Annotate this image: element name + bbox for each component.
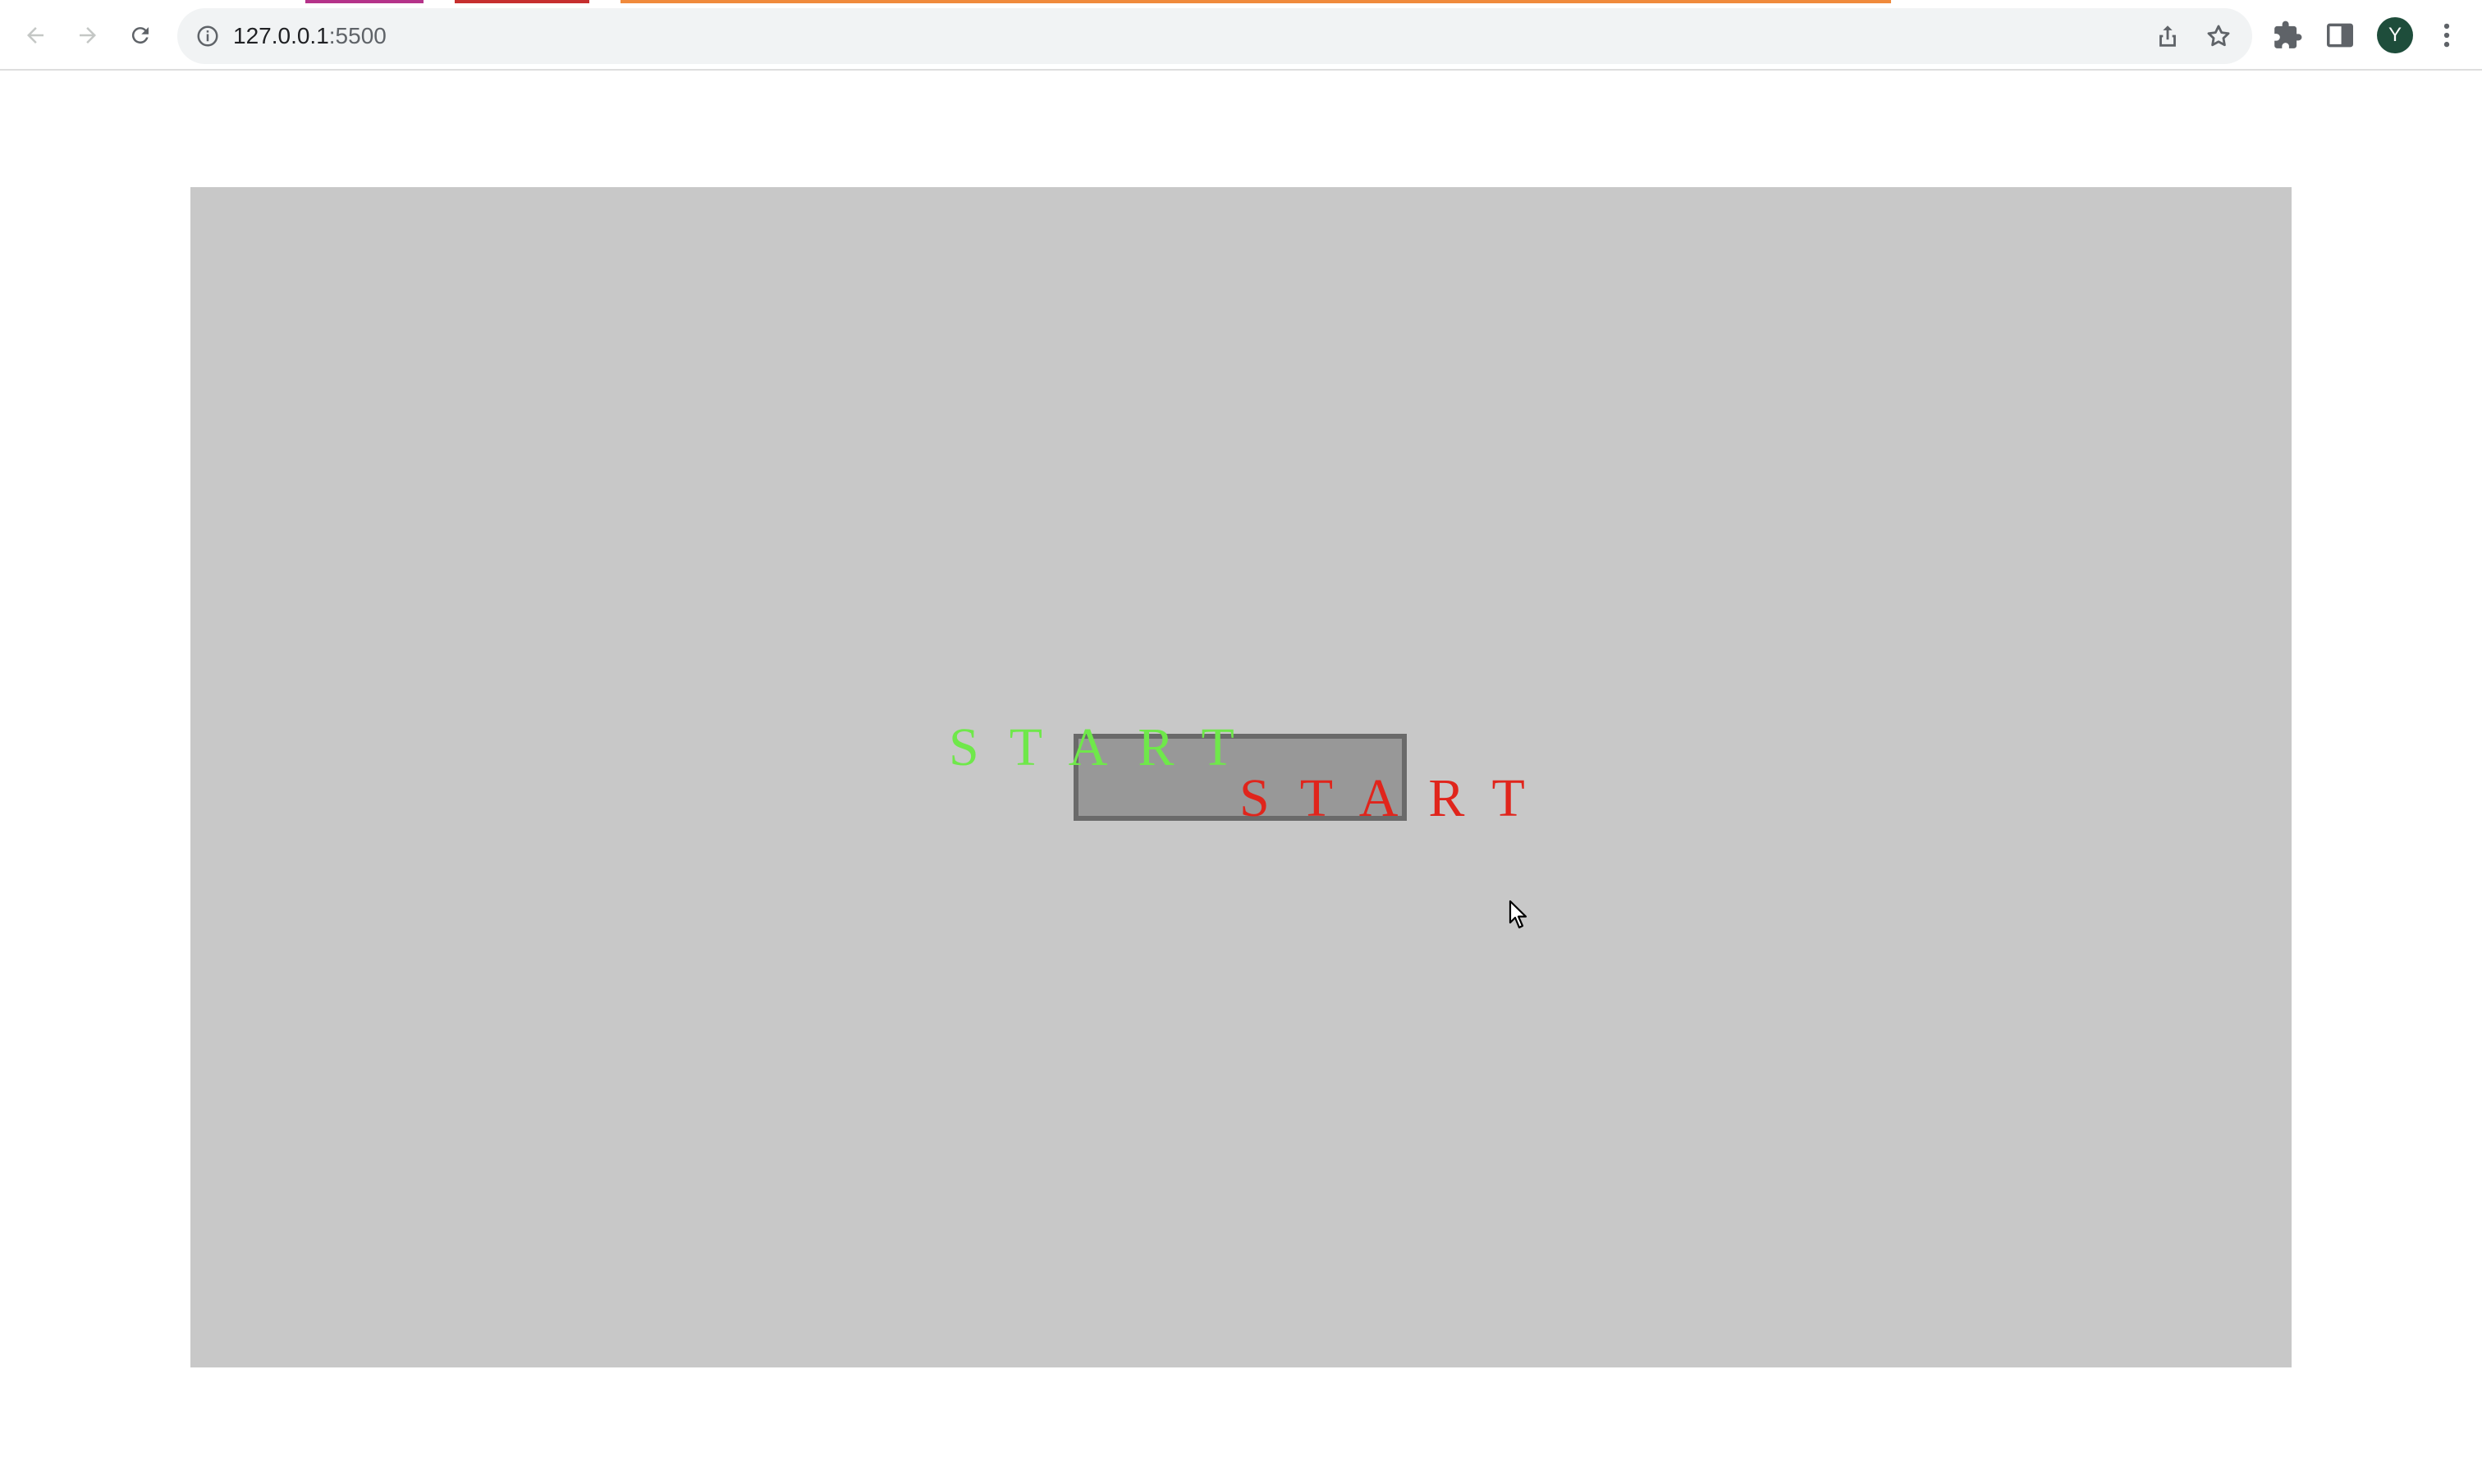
reload-icon [131,27,149,44]
arrow-right-icon [80,27,96,44]
game-canvas[interactable]: START START [190,187,2292,1367]
forward-button[interactable] [69,16,107,54]
start-button[interactable] [1074,734,1407,821]
info-icon[interactable] [195,24,220,48]
url-port: :5500 [328,23,387,48]
url-text[interactable]: 127.0.0.1:5500 [233,8,387,64]
arrow-left-icon [27,27,44,44]
back-button[interactable] [16,16,54,54]
address-bar[interactable]: 127.0.0.1:5500 [177,8,2252,64]
profile-avatar[interactable]: Y [2377,17,2413,53]
tab-accent-1 [305,0,424,3]
start-label-red[interactable]: START [1239,768,1555,828]
kebab-menu-icon[interactable] [2431,20,2462,51]
tab-accent-3 [620,0,1891,3]
browser-toolbar: 127.0.0.1:5500 Y [0,0,2482,71]
mouse-cursor-icon [1509,900,1527,929]
star-icon[interactable] [2205,22,2232,50]
reload-button[interactable] [121,16,159,54]
share-icon[interactable] [2154,22,2182,50]
puzzle-icon[interactable] [2272,20,2303,51]
side-panel-icon[interactable] [2324,20,2356,51]
start-label-green[interactable]: START [949,717,1265,777]
tab-accent-2 [455,0,589,3]
url-host: 127.0.0.1 [233,23,329,48]
